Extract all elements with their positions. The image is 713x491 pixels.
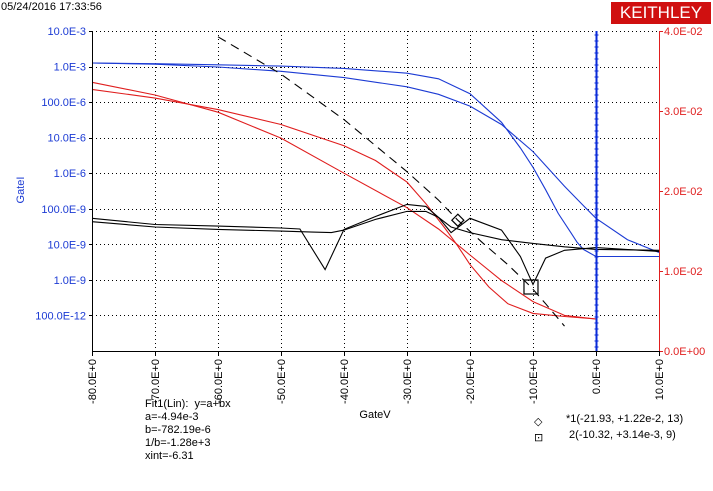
y-right-tick-label: 2.0E-02 [664, 186, 703, 198]
diamond-marker-icon: ◇ [534, 416, 543, 428]
y-right-tick-label: 4.0E-02 [664, 26, 703, 38]
x-tick-label: -80.0E+0 [87, 359, 99, 404]
cursor-2-readout: 2(-10.32, +3.14e-3, 9) [566, 429, 676, 441]
axes: 10.0E-3 1.0E-3 100.0E-6 10.0E-6 1.0E-6 100.0E… [35, 26, 705, 404]
fit-b: b=-782.19e-6 [145, 424, 211, 436]
cursor-markers[interactable] [450, 31, 599, 351]
cursor-row-1[interactable]: ◇ *1(-21.93, +1.22e-2, 13) [534, 411, 683, 428]
chart-plot[interactable]: 10.0E-3 1.0E-3 100.0E-6 10.0E-6 1.0E-6 100.0E… [0, 0, 713, 461]
fit-title: Fit1(Lin): y=a+bx [145, 398, 231, 410]
y-left-tick-label: 100.0E-9 [41, 204, 86, 216]
x-tick-label: -50.0E+0 [276, 359, 288, 404]
y-axis-left-label: GateI [15, 177, 27, 204]
y-right-tick-label: 3.0E-02 [664, 106, 703, 118]
fit-a: a=-4.94e-3 [145, 411, 199, 423]
series-line-4 [91, 81, 597, 320]
fit-inv-b: 1/b=-1.28e+3 [145, 437, 211, 449]
cursor-row-2[interactable]: ⊡ 2(-10.32, +3.14e-3, 9) [534, 427, 676, 444]
y-left-tick-label: 1.0E-3 [54, 62, 86, 74]
series-lines [91, 36, 660, 327]
x-tick-label: 10.0E+0 [654, 359, 666, 400]
cursor-2-square-marker[interactable] [523, 279, 539, 295]
series-line-7 [91, 203, 660, 286]
cursor-1-diamond-marker[interactable] [450, 213, 465, 228]
series-line-6 [91, 210, 660, 251]
x-tick-label: -70.0E+0 [150, 359, 162, 404]
cursor-1-readout: *1(-21.93, +1.22e-2, 13) [566, 413, 684, 425]
x-tick-label: -40.0E+0 [339, 359, 351, 404]
y-left-tick-label: 10.0E-6 [47, 133, 86, 145]
x-tick-label: -30.0E+0 [402, 359, 414, 404]
series-line-2 [91, 62, 660, 254]
cursor-readouts: ◇ *1(-21.93, +1.22e-2, 13) ⊡ 2(-10.32, +… [534, 411, 683, 444]
timestamp: 05/24/2016 17:33:56 [1, 1, 102, 13]
series-line-5 [217, 36, 565, 327]
x-tick-label: 0.0E+0 [591, 359, 603, 394]
y-left-tick-label: 10.0E-9 [47, 239, 86, 251]
x-tick-label: -20.0E+0 [465, 359, 477, 404]
keithley-logo: KEITHLEY [611, 2, 711, 24]
series-line-1 [91, 62, 659, 258]
y-left-tick-label: 100.0E-12 [35, 310, 86, 322]
x-tick-label: -60.0E+0 [213, 359, 225, 404]
x-axis-label: GateV [359, 409, 391, 421]
y-left-tick-label: 1.0E-9 [54, 275, 86, 287]
y-left-tick-label: 1.0E-6 [54, 168, 86, 180]
x-tick-label: -10.0E+0 [528, 359, 540, 404]
y-right-tick-label: 0.0E+00 [664, 346, 705, 358]
fit-results: Fit1(Lin): y=a+bx a=-4.94e-3 b=-782.19e-… [145, 398, 231, 463]
fit-xint: xint=-6.31 [145, 450, 194, 462]
y-right-tick-label: 1.0E-02 [664, 266, 703, 278]
y-left-tick-label: 10.0E-3 [47, 26, 86, 38]
y-left-tick-label: 100.0E-6 [41, 97, 86, 109]
square-marker-icon: ⊡ [534, 432, 544, 444]
